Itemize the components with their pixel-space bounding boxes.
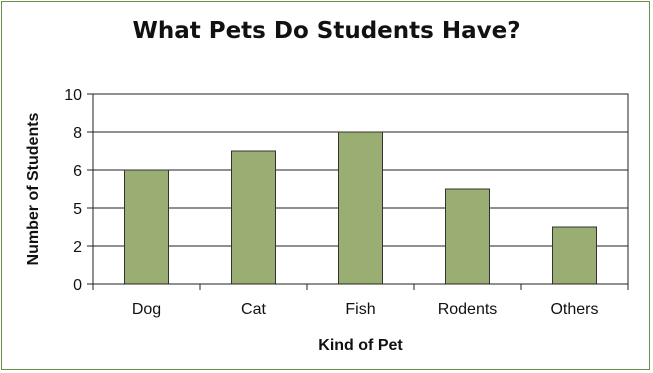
x-tick-label: Rodents [438,301,498,318]
bar-rodents [445,188,490,285]
y-tick-label: 2 [73,239,82,256]
x-tick-label: Others [550,301,598,318]
plot-area [92,93,629,285]
bars [124,131,597,285]
x-tick-label: Dog [132,301,161,318]
y-tick-labels: 0 2 5 6 8 10 [64,87,82,294]
axes [87,93,629,290]
y-tick-label: 0 [73,277,82,294]
x-tick-label: Cat [241,301,266,318]
y-tick-label: 8 [73,125,82,142]
x-axis-title: Kind of Pet [318,337,403,354]
bar-cat [231,150,276,285]
y-tick-label: 6 [73,163,82,180]
y-tick-label: 5 [73,201,82,218]
x-tick-labels: Dog Cat Fish Rodents Others [132,301,599,318]
y-axis-title: Number of Students [25,112,42,265]
bar-others [552,226,597,285]
x-tick-label: Fish [345,301,375,318]
bar-dog [124,169,169,285]
bar-fish [338,131,383,285]
y-tick-label: 10 [64,87,82,104]
chart-title: What Pets Do Students Have? [132,18,521,44]
